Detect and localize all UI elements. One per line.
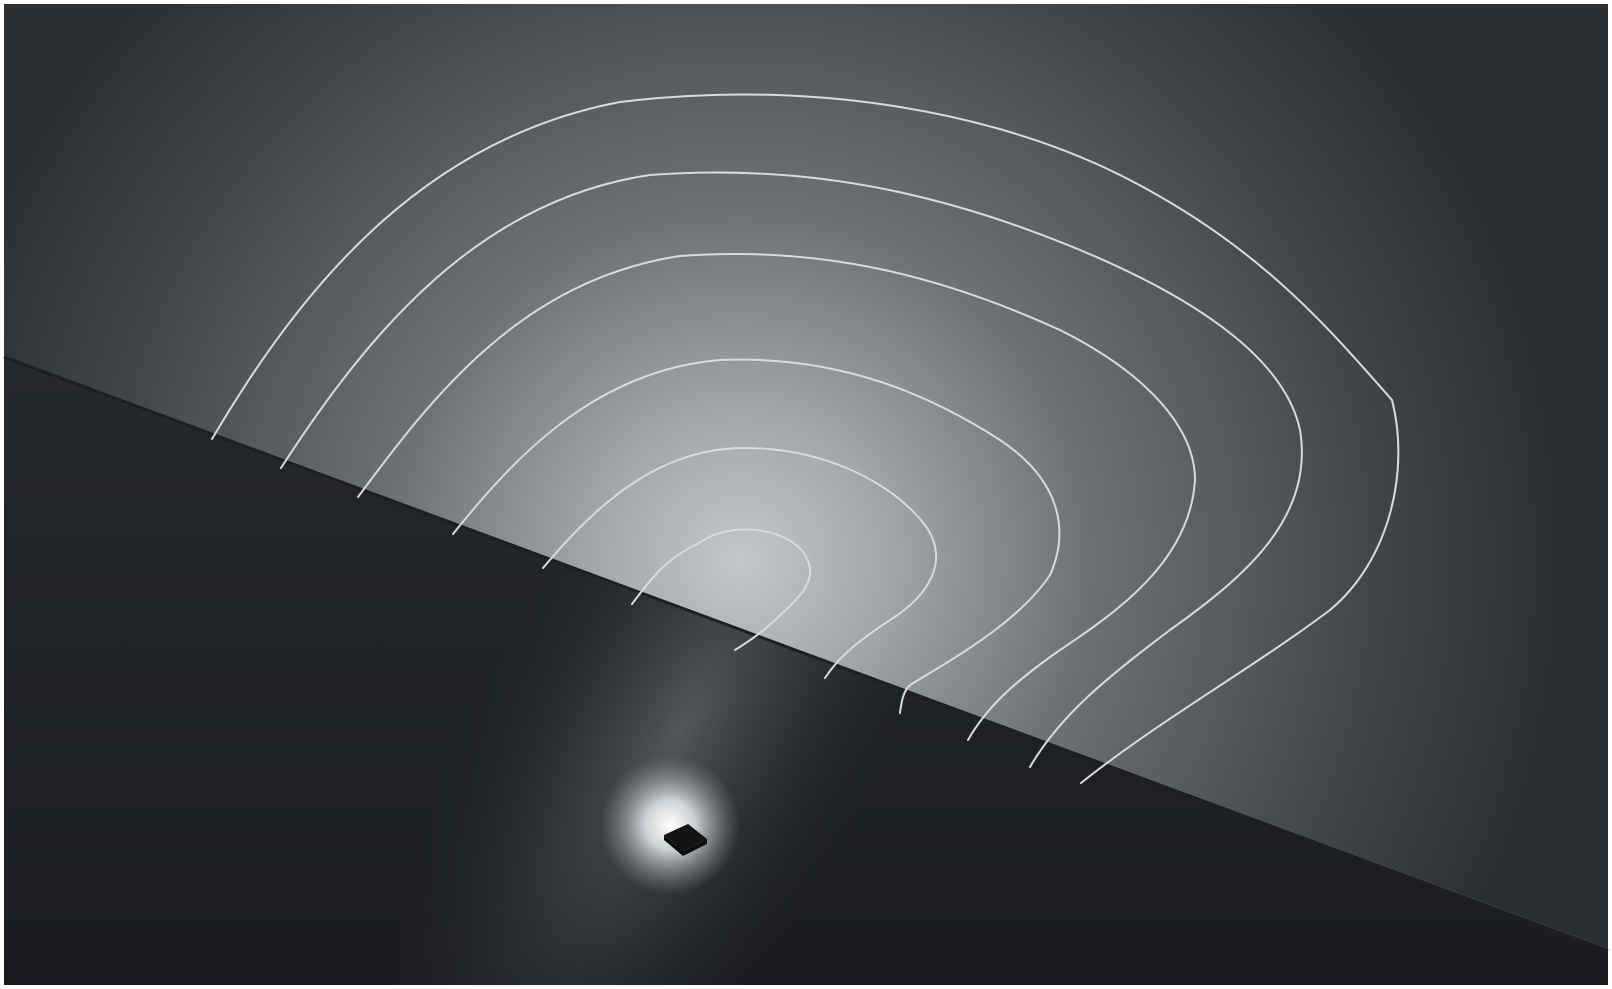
in-ground-uplight-icon xyxy=(664,824,707,856)
isolux-contour-ring-4 xyxy=(357,253,1197,741)
isolux-contour-innermost xyxy=(631,528,812,651)
wall-floor-edge xyxy=(3,355,1609,953)
isolux-contour-ring-2 xyxy=(542,446,937,679)
isolux-contours xyxy=(211,93,1400,784)
isolux-contour-ring-3 xyxy=(452,358,1061,714)
isolux-contour-ring-5 xyxy=(280,171,1303,768)
isolux-contour-outermost xyxy=(211,93,1400,784)
